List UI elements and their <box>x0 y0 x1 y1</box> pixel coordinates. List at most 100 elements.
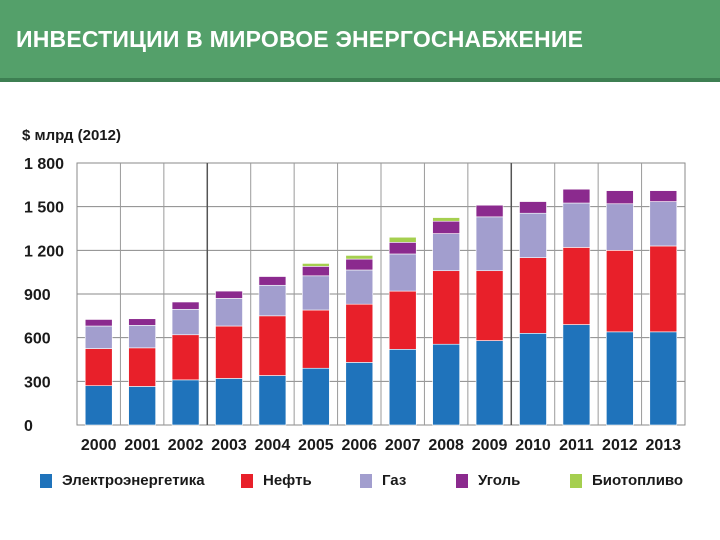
bar-segment-2007-3 <box>388 242 417 255</box>
legend-item-electric: Электроэнергетика <box>40 472 205 489</box>
bar-segment-2009-0 <box>475 340 504 426</box>
bar-segment-2002-2 <box>171 308 200 336</box>
legend-item-oil: Нефть <box>241 472 312 489</box>
bar-segment-2007-0 <box>388 349 417 426</box>
legend-swatch-electric <box>40 473 52 488</box>
bar-segment-2003-3 <box>215 290 243 299</box>
bar-segment-2005-4 <box>302 263 330 267</box>
y-tick-label: 1 200 <box>24 243 64 260</box>
x-tick-label: 2001 <box>124 437 160 454</box>
bar-segment-2010-1 <box>519 257 547 334</box>
bar-segment-2012-1 <box>606 250 634 333</box>
header-banner: ИНВЕСТИЦИИ В МИРОВОЕ ЭНЕРГОСНАБЖЕНИЕ <box>0 0 720 82</box>
bar-segment-2001-0 <box>128 386 156 426</box>
bar-segment-2007-2 <box>388 253 417 292</box>
x-tick-label: 2008 <box>428 437 464 454</box>
bar-segment-2011-3 <box>562 188 591 204</box>
x-tick-label: 2010 <box>515 437 551 454</box>
x-tick-label: 2005 <box>298 437 334 454</box>
legend: Электроэнергетика Нефть Газ Уголь Биотоп… <box>40 472 700 496</box>
y-axis-label: $ млрд (2012) <box>22 127 121 144</box>
bar-segment-2000-3 <box>84 319 113 327</box>
bar-segment-2008-2 <box>432 233 460 272</box>
x-tick-label: 2000 <box>81 437 117 454</box>
y-tick-label: 1 500 <box>24 200 64 217</box>
bar-segment-2009-1 <box>475 270 504 341</box>
legend-label-oil: Нефть <box>263 472 312 489</box>
legend-item-coal: Уголь <box>456 472 520 489</box>
legend-swatch-gas <box>360 473 372 488</box>
bar-segment-2004-1 <box>258 315 287 376</box>
bar-segment-2001-1 <box>128 347 156 387</box>
bar-segment-2001-3 <box>128 318 156 326</box>
bars <box>84 188 678 426</box>
bar-segment-2012-2 <box>606 203 634 251</box>
bar-segment-2013-0 <box>649 331 678 426</box>
page-title: ИНВЕСТИЦИИ В МИРОВОЕ ЭНЕРГОСНАБЖЕНИЕ <box>16 26 584 52</box>
bar-segment-2007-4 <box>388 236 417 243</box>
bar-segment-2007-1 <box>388 290 417 350</box>
legend-label-gas: Газ <box>382 472 407 489</box>
bar-segment-2011-1 <box>562 247 591 325</box>
bar-segment-2006-0 <box>345 362 374 426</box>
bar-segment-2009-2 <box>475 216 504 272</box>
bar-segment-2010-0 <box>519 332 547 426</box>
x-tick-label: 2009 <box>472 437 508 454</box>
bar-segment-2011-0 <box>562 324 591 426</box>
x-tick-label: 2007 <box>385 437 421 454</box>
legend-label-biofuel: Биотопливо <box>592 472 684 489</box>
bar-segment-2013-3 <box>649 190 678 202</box>
bar-segment-2013-1 <box>649 245 678 333</box>
x-tick-label: 2004 <box>255 437 291 454</box>
y-tick-label: 1 800 <box>24 156 64 173</box>
bar-segment-2003-1 <box>215 325 243 379</box>
bar-segment-2010-2 <box>519 212 547 258</box>
bar-segment-2006-2 <box>345 269 374 305</box>
bar-segment-2004-2 <box>258 284 287 317</box>
x-tick-label: 2011 <box>559 437 594 454</box>
bar-segment-2003-0 <box>215 378 243 426</box>
x-tick-label: 2013 <box>645 437 681 454</box>
legend-swatch-coal <box>456 473 468 488</box>
bar-segment-2008-1 <box>432 270 460 345</box>
bar-segment-2010-3 <box>519 201 547 214</box>
bar-segment-2008-3 <box>432 220 460 234</box>
bar-segment-2005-2 <box>302 275 330 311</box>
x-tick-label: 2003 <box>211 437 247 454</box>
bar-segment-2006-4 <box>345 255 374 260</box>
x-tick-label: 2012 <box>602 437 638 454</box>
legend-label-coal: Уголь <box>478 472 521 489</box>
bar-segment-2012-3 <box>606 190 634 205</box>
bar-segment-2004-0 <box>258 375 287 426</box>
y-tick-label: 300 <box>24 374 51 391</box>
legend-label-electric: Электроэнергетика <box>62 472 205 489</box>
bar-segment-2002-0 <box>171 379 200 426</box>
bar-segment-2006-3 <box>345 258 374 271</box>
bar-segment-2011-2 <box>562 202 591 248</box>
bar-segment-2000-1 <box>84 348 113 387</box>
bar-segment-2000-2 <box>84 325 113 349</box>
bar-segment-2005-1 <box>302 309 330 369</box>
x-tick-label: 2006 <box>341 437 377 454</box>
bar-segment-2002-3 <box>171 301 200 310</box>
bar-segment-2005-0 <box>302 367 330 426</box>
bar-segment-2000-0 <box>84 385 113 426</box>
bar-segment-2009-3 <box>475 204 504 218</box>
bar-segment-2012-0 <box>606 331 634 426</box>
legend-swatch-oil <box>241 473 253 488</box>
grid <box>76 162 686 426</box>
x-tick-label: 2002 <box>168 437 204 454</box>
bar-segment-2008-0 <box>432 343 460 426</box>
legend-item-gas: Газ <box>360 472 406 489</box>
bar-segment-2008-4 <box>432 217 460 222</box>
bar-segment-2001-2 <box>128 324 156 349</box>
y-tick-label: 600 <box>24 331 51 348</box>
bar-segment-2005-3 <box>302 266 330 277</box>
y-tick-label: 0 <box>24 418 33 435</box>
bar-segment-2006-1 <box>345 303 374 363</box>
legend-swatch-biofuel <box>570 473 582 488</box>
y-tick-label: 900 <box>24 287 51 304</box>
bar-segment-2002-1 <box>171 334 200 381</box>
